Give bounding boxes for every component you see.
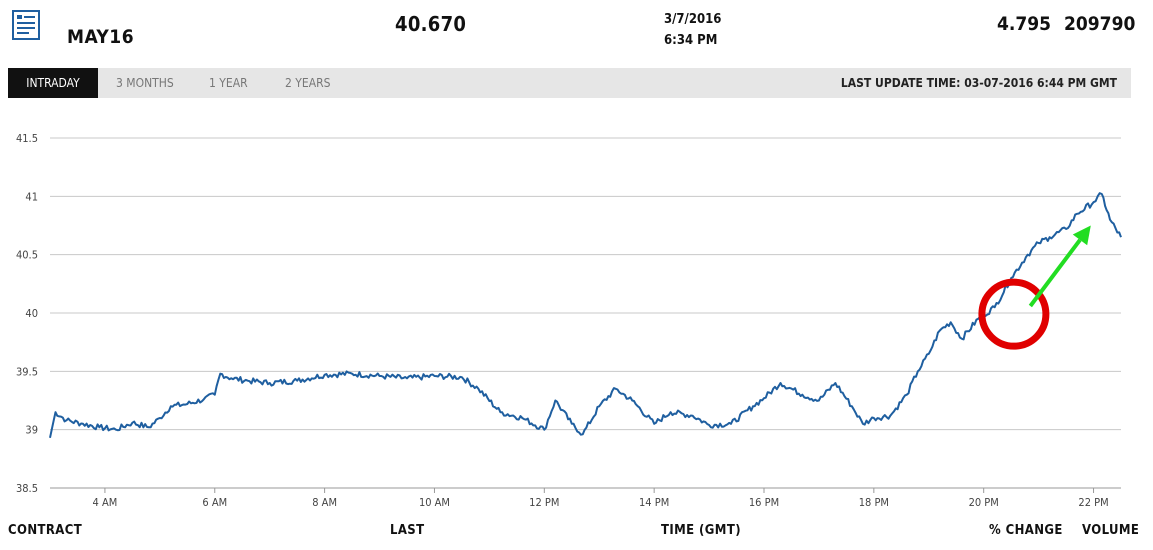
- y-tick-label: 39: [25, 424, 38, 437]
- highlight-circle: [978, 278, 1050, 350]
- percent-change-value: 4.795: [997, 13, 1052, 35]
- volume-value: 209790: [1064, 13, 1136, 35]
- trade-time: 6:34 PM: [664, 33, 718, 48]
- x-tick-label: 12 PM: [529, 496, 559, 509]
- y-tick-label: 41: [25, 190, 38, 203]
- price-series-line: [49, 192, 1122, 439]
- last-update-time: LAST UPDATE TIME: 03-07-2016 6:44 PM GMT: [840, 76, 1117, 90]
- report-document-icon[interactable]: [12, 10, 40, 40]
- range-tab-bar: INTRADAY 3 MONTHS 1 YEAR 2 YEARS LAST UP…: [8, 68, 1131, 98]
- x-tick-label: 6 AM: [202, 496, 227, 509]
- y-tick-label: 40.5: [16, 249, 38, 262]
- footer-volume-label: VOLUME: [1082, 523, 1140, 538]
- contract-value: MAY16: [67, 26, 135, 48]
- trend-arrow-head: [1072, 225, 1091, 246]
- y-tick-label: 40: [25, 307, 38, 320]
- y-tick-label: 41.5: [16, 132, 38, 145]
- x-tick-label: 20 PM: [969, 496, 999, 509]
- last-price: 40.670: [395, 12, 467, 36]
- x-tick-label: 10 AM: [419, 496, 450, 509]
- x-tick-label: 14 PM: [639, 496, 669, 509]
- x-axis-ticks: 4 AM 6 AM 8 AM 10 AM 12 PM 14 PM 16 PM 18 PM 20 …: [50, 487, 1121, 509]
- x-tick-label: 18 PM: [859, 496, 889, 509]
- x-tick-label: 16 PM: [749, 496, 779, 509]
- y-tick-label: 39.5: [16, 365, 38, 378]
- tab-3-months[interactable]: 3 MONTHS: [116, 76, 174, 90]
- trend-arrow-shaft: [1028, 238, 1082, 308]
- y-axis-ticks: 38.5 39 39.5 40 40.5 41 41.5: [16, 132, 38, 495]
- x-tick-label: 22 PM: [1078, 496, 1108, 509]
- y-tick-label: 38.5: [16, 482, 38, 495]
- tab-intraday[interactable]: INTRADAY: [8, 68, 98, 98]
- footer-time-label: TIME (GMT): [661, 523, 741, 538]
- annotations: [978, 225, 1091, 350]
- footer-contract-label: CONTRACT: [8, 523, 83, 538]
- x-tick-label: 8 AM: [312, 496, 337, 509]
- intraday-price-chart: 38.5 39 39.5 40 40.5 41 41.5 4 AM 6 AM 8 AM 10 AM…: [16, 132, 1122, 509]
- tab-1-year[interactable]: 1 YEAR: [209, 76, 248, 90]
- trade-date: 3/7/2016: [664, 12, 722, 27]
- footer-last-label: LAST: [390, 523, 425, 538]
- last-trade-time: 3/7/2016 6:34 PM: [664, 9, 721, 51]
- grid-lines: [50, 137, 1121, 489]
- x-tick-label: 4 AM: [93, 496, 118, 509]
- footer-percent-change-label: % CHANGE: [989, 523, 1063, 538]
- tab-2-years[interactable]: 2 YEARS: [285, 76, 331, 90]
